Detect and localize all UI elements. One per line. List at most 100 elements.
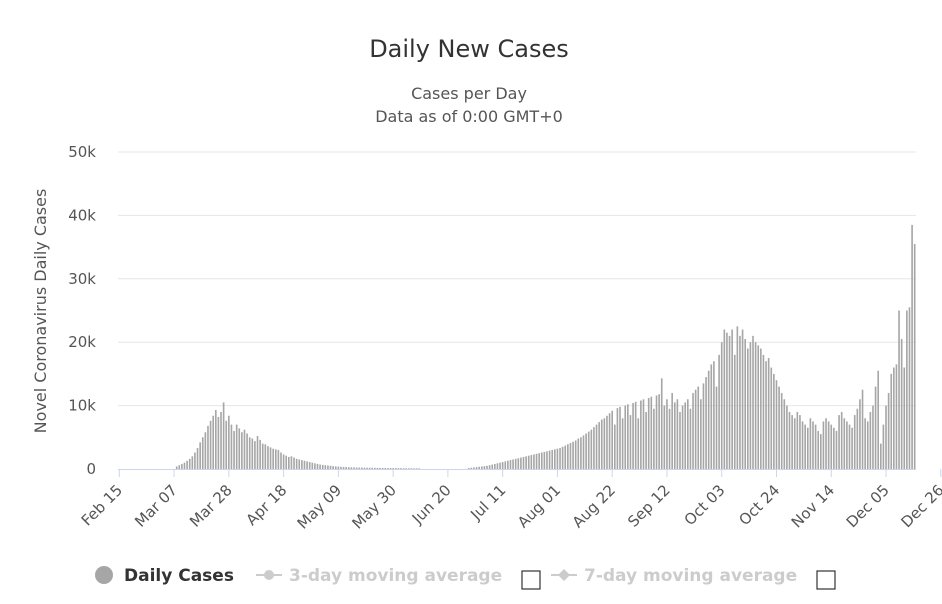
bar[interactable] [666, 399, 668, 469]
bar[interactable] [882, 424, 885, 469]
bar[interactable] [887, 392, 890, 469]
bar[interactable] [374, 467, 376, 469]
bar[interactable] [757, 345, 760, 469]
bar[interactable] [267, 446, 269, 469]
bar[interactable] [214, 410, 217, 469]
bar[interactable] [507, 460, 509, 469]
bar[interactable] [835, 430, 838, 469]
bar[interactable] [830, 424, 833, 469]
bar[interactable] [525, 456, 527, 469]
bar[interactable] [376, 467, 379, 469]
bar[interactable] [749, 342, 752, 469]
bar[interactable] [277, 449, 280, 469]
bar[interactable] [603, 418, 606, 469]
bar[interactable] [407, 468, 410, 469]
bar[interactable] [402, 468, 405, 469]
bar[interactable] [217, 417, 220, 469]
bar[interactable] [872, 405, 874, 469]
bar[interactable] [256, 436, 259, 469]
bar[interactable] [861, 389, 864, 469]
bar[interactable] [585, 433, 587, 470]
bar[interactable] [298, 459, 301, 469]
bar[interactable] [551, 449, 554, 469]
bar[interactable] [898, 310, 900, 470]
bar[interactable] [707, 370, 710, 469]
bar[interactable] [611, 410, 613, 469]
bar[interactable] [746, 348, 749, 469]
bar[interactable] [254, 441, 256, 469]
bar[interactable] [220, 411, 222, 469]
bar[interactable] [741, 329, 744, 469]
bar[interactable] [350, 467, 353, 469]
bar[interactable] [554, 449, 556, 469]
bar[interactable] [405, 468, 407, 469]
bar[interactable] [303, 460, 306, 469]
bar[interactable] [546, 451, 548, 469]
bar[interactable] [473, 467, 475, 469]
legend-checkbox-3-day[interactable] [521, 570, 541, 590]
bar[interactable] [345, 467, 347, 469]
bar[interactable] [332, 466, 334, 469]
bar[interactable] [235, 424, 238, 469]
bar[interactable] [731, 329, 733, 469]
bar[interactable] [705, 377, 707, 469]
bar[interactable] [188, 458, 191, 469]
bar[interactable] [822, 421, 825, 469]
bar[interactable] [840, 411, 843, 469]
bar[interactable] [697, 386, 700, 469]
bar[interactable] [363, 467, 366, 469]
bar[interactable] [694, 389, 697, 469]
bar[interactable] [233, 430, 235, 469]
bar[interactable] [499, 462, 501, 469]
bar[interactable] [178, 465, 181, 469]
legend-item-3-day-moving-average[interactable]: 3-day moving average [256, 566, 541, 590]
bar[interactable] [869, 411, 872, 469]
bar[interactable] [241, 432, 243, 469]
bar[interactable] [713, 361, 715, 469]
bar[interactable] [533, 454, 535, 469]
bar[interactable] [833, 427, 835, 469]
bar[interactable] [580, 437, 582, 469]
bar[interactable] [501, 462, 504, 469]
bar[interactable] [825, 418, 827, 469]
bar[interactable] [329, 465, 332, 469]
bar[interactable] [752, 335, 754, 469]
bar[interactable] [903, 367, 906, 469]
bar[interactable] [775, 380, 778, 469]
bar[interactable] [272, 448, 274, 469]
bar[interactable] [577, 438, 580, 469]
bar[interactable] [843, 418, 846, 469]
bar[interactable] [394, 468, 397, 469]
bar[interactable] [368, 467, 371, 469]
bar[interactable] [726, 332, 728, 469]
bar[interactable] [397, 468, 400, 469]
bar[interactable] [595, 424, 598, 469]
bar[interactable] [319, 464, 321, 469]
bar[interactable] [248, 437, 251, 469]
bar[interactable] [621, 418, 624, 469]
bar[interactable] [720, 342, 723, 469]
bar[interactable] [530, 455, 533, 469]
bar[interactable] [569, 443, 572, 469]
bar[interactable] [361, 467, 363, 469]
bar[interactable] [207, 425, 209, 469]
bar[interactable] [285, 455, 288, 469]
bar[interactable] [908, 307, 911, 469]
bar[interactable] [480, 466, 483, 469]
bar[interactable] [616, 408, 619, 469]
bar[interactable] [321, 464, 324, 469]
bar[interactable] [650, 396, 653, 469]
bar[interactable] [194, 452, 196, 469]
bar[interactable] [183, 462, 186, 469]
bar[interactable] [196, 448, 199, 469]
bar[interactable] [574, 440, 577, 469]
bar[interactable] [820, 434, 822, 469]
bar[interactable] [681, 405, 684, 469]
bar[interactable] [548, 450, 551, 469]
bar[interactable] [314, 463, 316, 469]
bar[interactable] [676, 399, 679, 469]
bar[interactable] [264, 444, 267, 469]
bar[interactable] [668, 408, 671, 469]
bar[interactable] [535, 453, 538, 469]
bar[interactable] [201, 437, 204, 469]
